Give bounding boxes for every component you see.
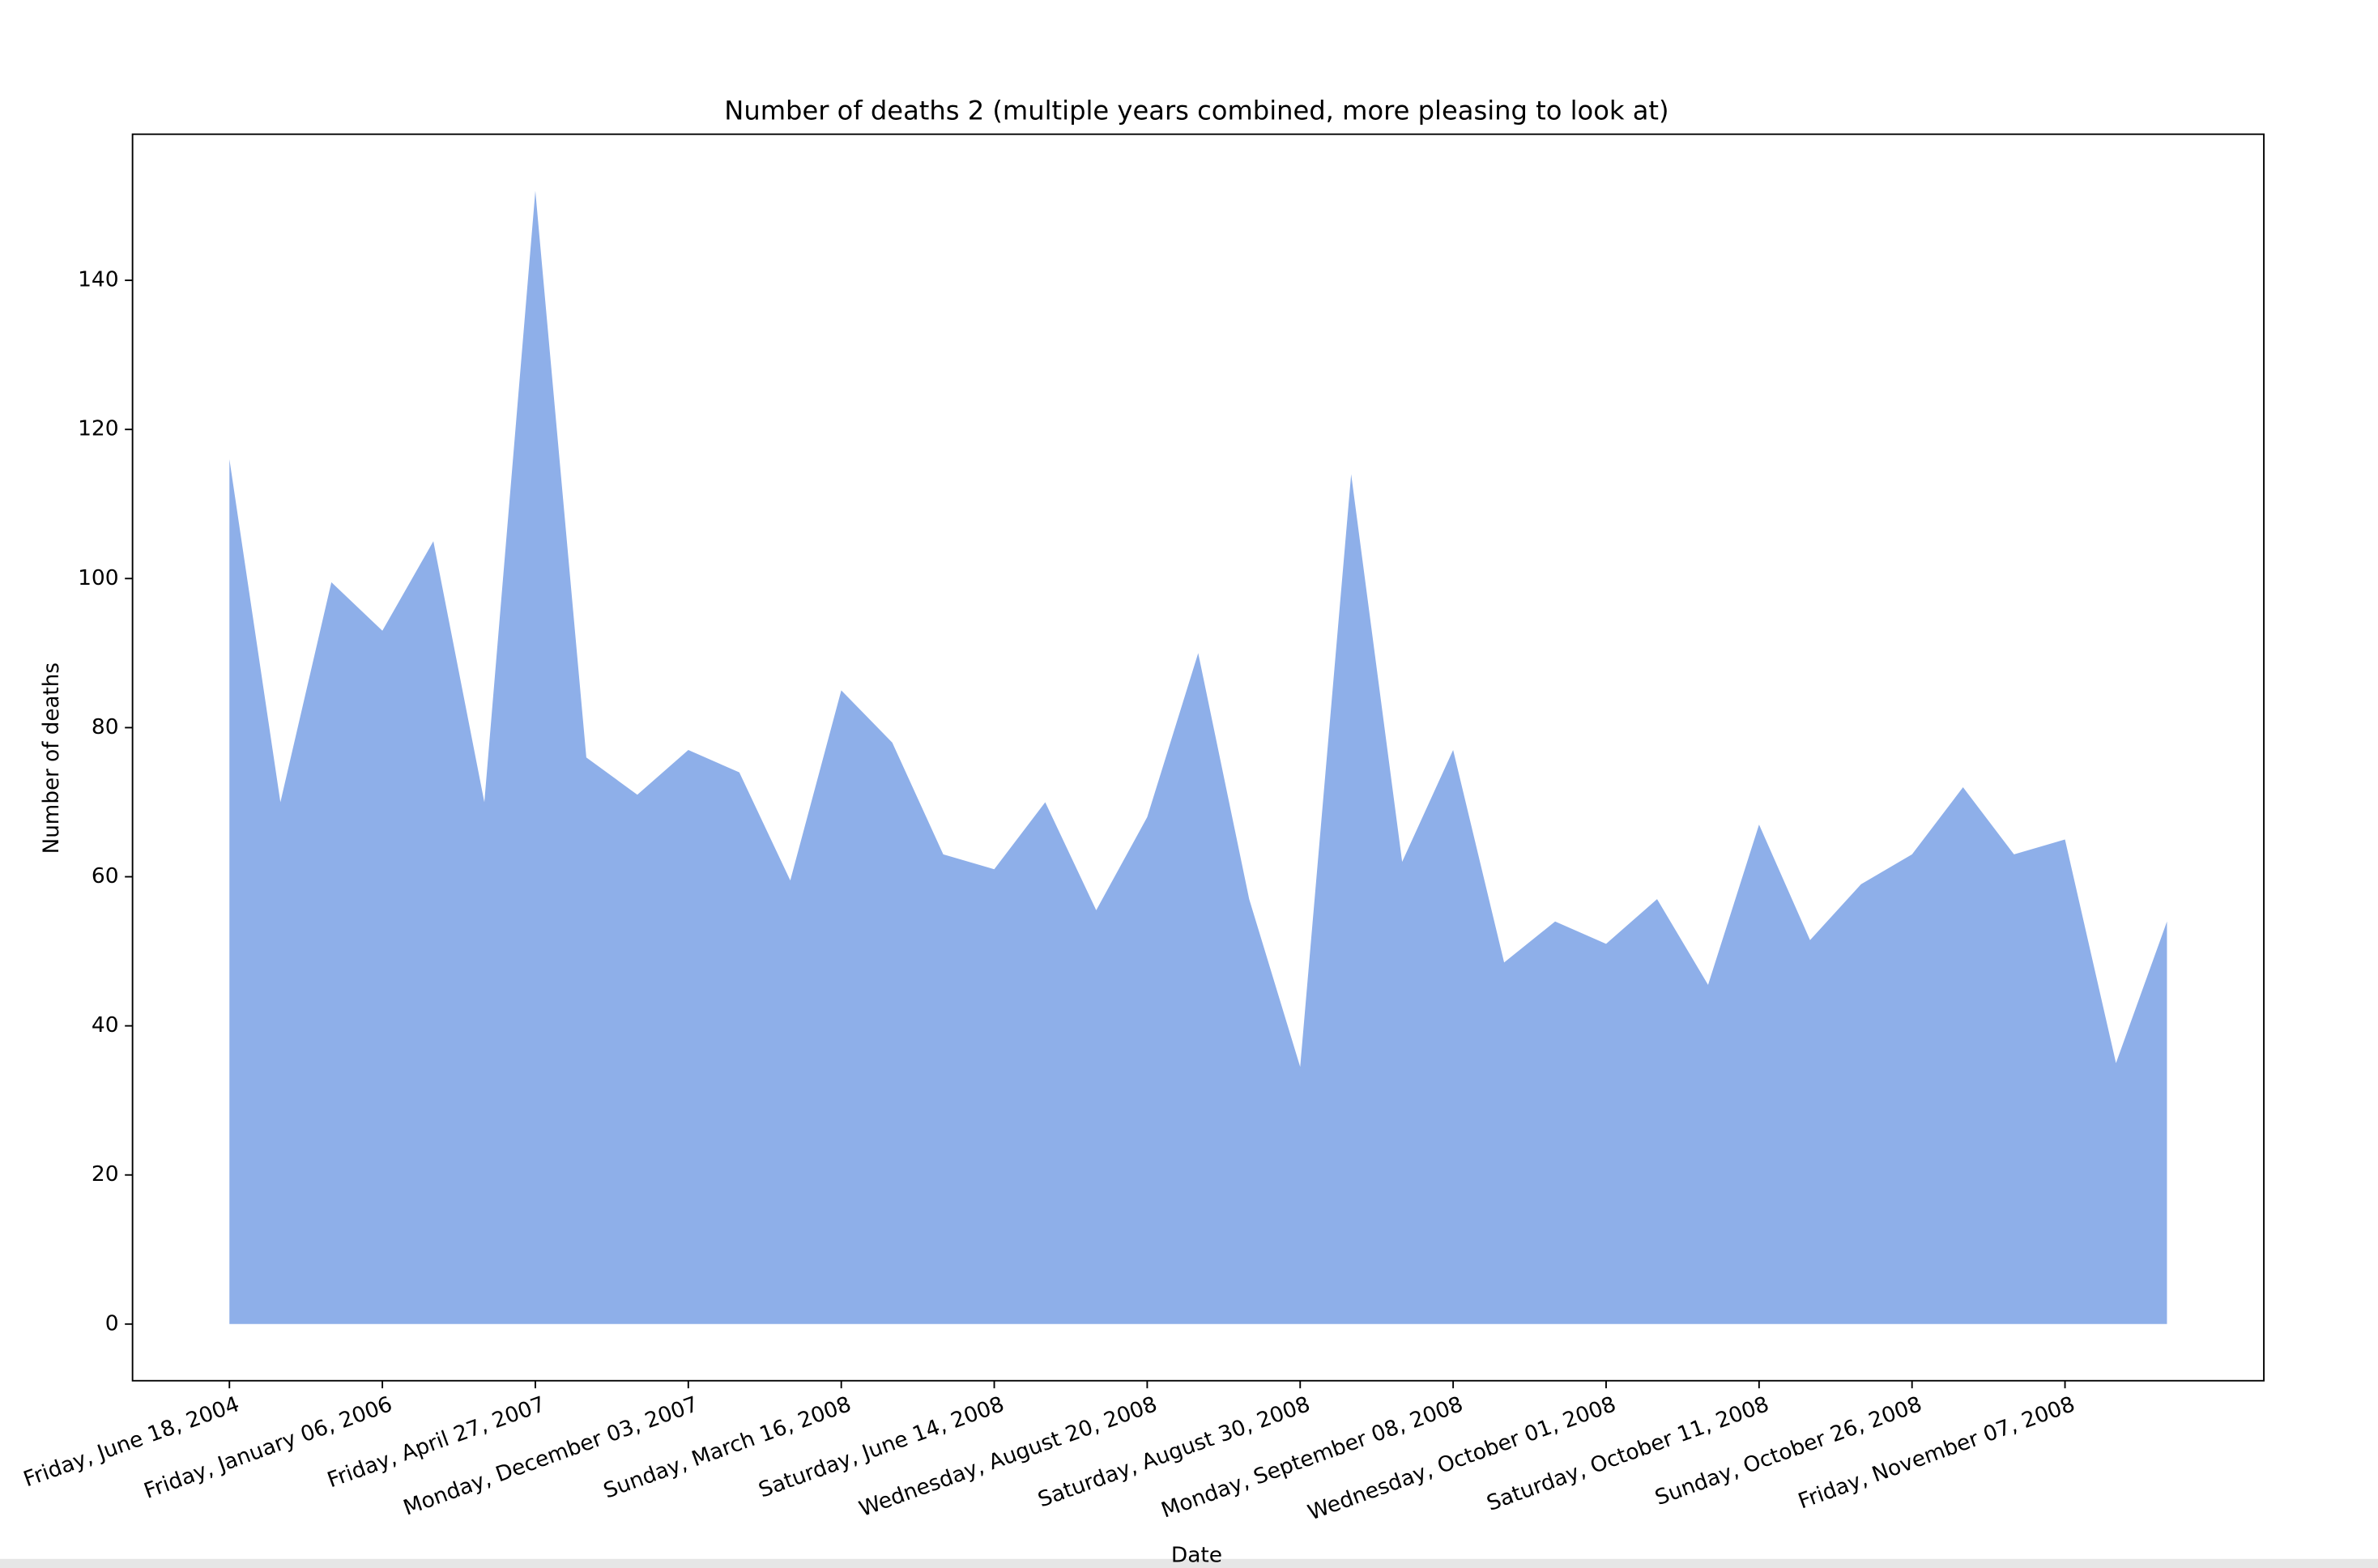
x-tick-label: Friday, November 07, 2008 [1795, 1392, 2078, 1514]
y-tick-label: 60 [92, 864, 119, 888]
area [229, 190, 2167, 1324]
x-tick-label: Saturday, June 14, 2008 [756, 1392, 1008, 1502]
x-axis-label: Date [1171, 1544, 1222, 1568]
axes-frame [131, 133, 2265, 1382]
x-tick-label: Wednesday, August 20, 2008 [856, 1392, 1161, 1522]
x-tick-label: Sunday, March 16, 2008 [600, 1392, 854, 1503]
y-tick-label: 100 [78, 566, 119, 590]
chart-title: Number of deaths 2 (multiple years combi… [724, 96, 1668, 126]
x-tick-label: Monday, December 03, 2007 [400, 1392, 701, 1520]
x-tick-label: Saturday, October 11, 2008 [1484, 1392, 1772, 1516]
y-tick-label: 0 [105, 1311, 119, 1336]
taskbar [0, 1558, 2378, 1568]
y-axis-label: Number of deaths [40, 663, 64, 854]
y-tick-label: 80 [92, 715, 119, 739]
x-tick-label: Sunday, October 26, 2008 [1652, 1392, 1925, 1510]
plot-area [229, 190, 2167, 1324]
y-tick-label: 120 [78, 417, 119, 441]
y-tick-label: 20 [92, 1162, 119, 1187]
y-tick-label: 140 [78, 268, 119, 292]
y-tick-label: 40 [92, 1013, 119, 1038]
x-tick-label: Friday, January 06, 2006 [141, 1392, 395, 1504]
